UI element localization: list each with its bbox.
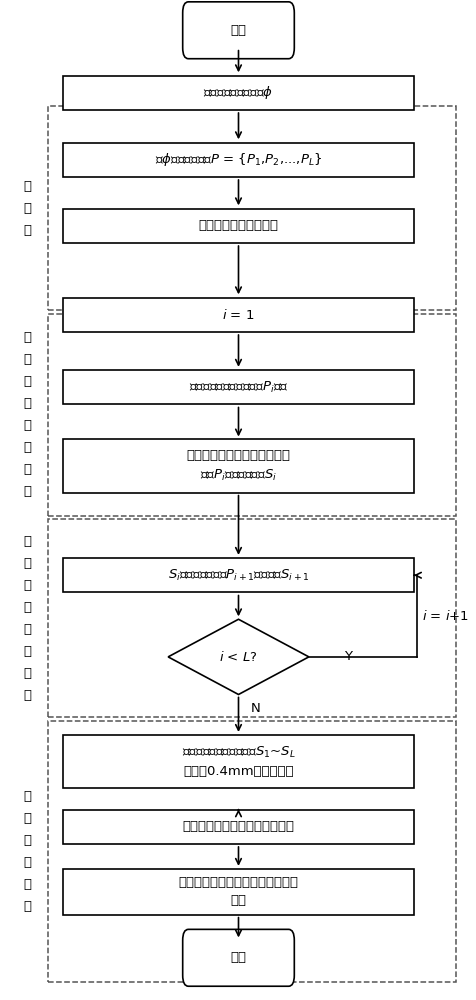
Text: 由$\phi$得到路径轮廓$P$ = {$P_1$,$P_2$,...,$P_L$}: 由$\phi$得到路径轮廓$P$ = {$P_1$,$P_2$,...,$P_L… [154,151,322,168]
Bar [63,439,413,493]
Text: 根据路径轮廓离散曲率将$P_i$分段: 根据路径轮廓离散曲率将$P_i$分段 [188,380,288,395]
Text: 基于并集布尔运算合并圆形轮廓: 基于并集布尔运算合并圆形轮廓 [182,820,294,833]
Text: 结束: 结束 [230,951,246,964]
Text: 利用水平集方法构造距离$S_1$~$S_L$
中各点0.4mm的等值轮廓: 利用水平集方法构造距离$S_1$~$S_L$ 中各点0.4mm的等值轮廓 [181,745,295,778]
Bar [63,209,413,243]
Text: 根据各段平均曲率确定的间距
得到$P_i$上的支撑点集$S_i$: 根据各段平均曲率确定的间距 得到$P_i$上的支撑点集$S_i$ [186,449,290,483]
FancyBboxPatch shape [182,2,294,59]
Bar [63,735,413,788]
Text: $i$ = $i$+1: $i$ = $i$+1 [421,609,469,623]
Polygon shape [168,619,308,694]
Bar [63,298,413,332]
Text: 最
外
层
支
撑
点
收
缩: 最 外 层 支 撑 点 收 缩 [24,535,31,702]
Bar [63,370,413,404]
Text: Y: Y [344,650,351,663]
Bar [48,314,455,516]
Text: 输入面板水平集函数$\phi$: 输入面板水平集函数$\phi$ [203,84,273,101]
Text: 预
处
理: 预 处 理 [24,180,31,237]
FancyBboxPatch shape [182,929,294,986]
Text: $i$ = 1: $i$ = 1 [222,308,254,322]
Bar [63,76,413,110]
Text: 搜
索
最
外
层
支
撑
点: 搜 索 最 外 层 支 撑 点 [24,331,31,498]
Bar [63,869,413,915]
Text: 开始: 开始 [230,24,246,37]
Text: $S_i$沿其梯度方向向$P_{i+1}$收缩得到$S_{i+1}$: $S_i$沿其梯度方向向$P_{i+1}$收缩得到$S_{i+1}$ [167,568,309,583]
Bar [48,106,455,310]
Bar [48,519,455,717]
Text: 沿板外法线方向拉伸轮廓形成支撑
模型: 沿板外法线方向拉伸轮廓形成支撑 模型 [178,876,298,907]
Text: $i$ < $L$?: $i$ < $L$? [219,650,257,664]
Text: N: N [250,702,259,715]
Text: 生
成
支
撑
模
型: 生 成 支 撑 模 型 [24,790,31,913]
Text: 计算路径轮廓离散曲率: 计算路径轮廓离散曲率 [198,219,278,232]
Bar [63,558,413,592]
Bar [48,721,455,982]
Bar [63,143,413,177]
Bar [63,810,413,844]
